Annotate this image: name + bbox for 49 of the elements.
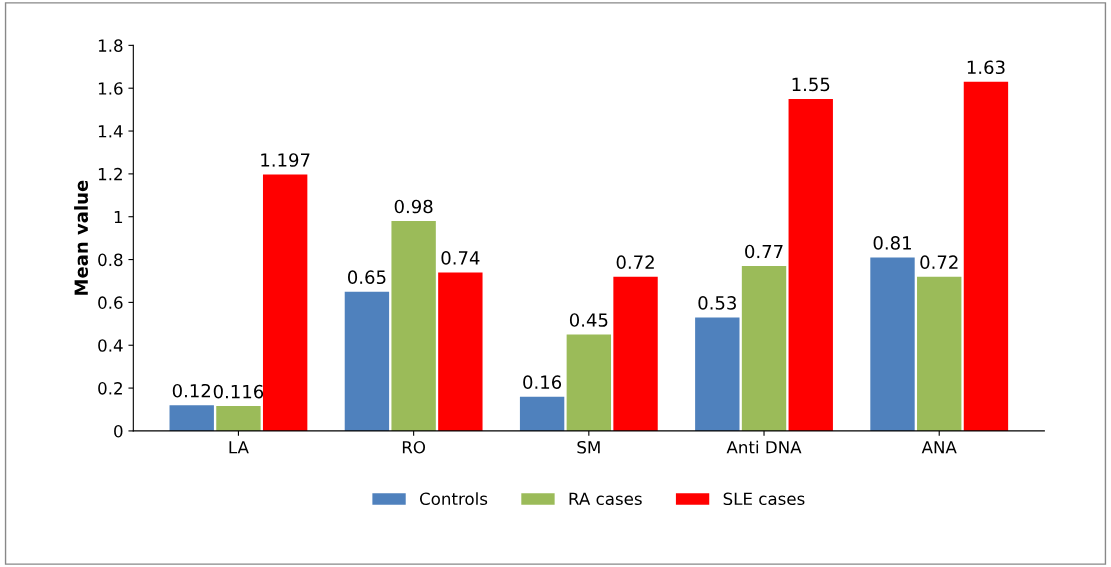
bar — [695, 317, 740, 431]
data-label: 0.65 — [348, 270, 386, 285]
data-label: 0.72 — [616, 255, 654, 270]
bar — [216, 406, 261, 431]
y-tick-label: 0.2 — [98, 382, 122, 395]
data-label: 0.81 — [873, 236, 911, 250]
data-label: 1.63 — [967, 60, 1005, 75]
data-label: 0.45 — [569, 313, 608, 327]
bar — [566, 334, 612, 431]
bar — [870, 257, 915, 431]
data-label: 0.16 — [523, 375, 562, 389]
bar — [391, 221, 436, 431]
y-tick-label: 0.4 — [98, 339, 123, 352]
y-tick-label: 1.4 — [98, 125, 123, 138]
x-tick-label: ANA — [921, 441, 957, 454]
x-tick-label: RO — [402, 440, 426, 454]
legend-label: SLE cases — [723, 492, 805, 506]
data-label: 0.98 — [394, 199, 433, 214]
data-label: 0.74 — [441, 251, 480, 265]
bar — [169, 405, 214, 431]
data-label: 1.197 — [261, 153, 310, 167]
data-label: 0.72 — [920, 255, 958, 270]
y-tick-label: 1.8 — [98, 39, 123, 52]
bar — [613, 276, 658, 431]
y-tick-label: 0 — [114, 424, 123, 438]
data-label: 0.53 — [698, 296, 736, 310]
y-tick-label: 1.2 — [98, 167, 122, 181]
data-label: 0.12 — [172, 383, 211, 398]
legend-label: Controls — [419, 492, 488, 506]
bar — [741, 265, 787, 431]
bar — [519, 396, 565, 431]
data-label: 0.77 — [745, 244, 783, 259]
bar — [438, 272, 483, 431]
y-tick-label: 1.6 — [98, 82, 123, 95]
bar — [262, 174, 308, 431]
y-tick-label: 0.6 — [98, 296, 123, 309]
data-label: 1.55 — [792, 77, 830, 92]
bar — [963, 81, 1009, 431]
bar — [344, 291, 390, 431]
y-axis-title: Mean value — [74, 180, 89, 295]
x-tick-label: SM — [577, 440, 600, 454]
x-tick-label: LA — [229, 441, 249, 454]
bar — [917, 276, 962, 431]
bar — [788, 98, 833, 431]
y-tick-label: 1 — [114, 210, 123, 224]
x-tick-label: Anti DNA — [726, 440, 802, 454]
legend-label: RA cases — [569, 492, 642, 506]
data-label: 0.116 — [213, 384, 264, 399]
y-tick-label: 0.8 — [98, 253, 123, 267]
